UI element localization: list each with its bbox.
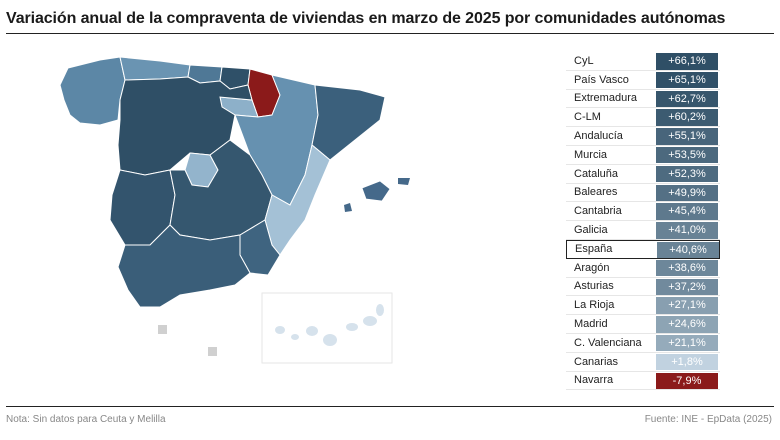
choropleth-map xyxy=(59,56,410,364)
row-value-cell: +37,2% xyxy=(656,278,718,296)
row-value-cell: +49,9% xyxy=(656,184,718,202)
row-region-label: Baleares xyxy=(574,186,618,199)
footer-divider xyxy=(6,406,774,407)
row-region-label: Madrid xyxy=(574,318,608,331)
row-region-label: CyL xyxy=(574,54,594,67)
table-row: Galicia +41,0% xyxy=(566,221,720,240)
chart-title: Variación anual de la compraventa de viv… xyxy=(6,10,726,27)
row-value-cell: +55,1% xyxy=(656,128,718,145)
row-value-cell: +60,2% xyxy=(656,109,718,126)
table-row: Cantabria +45,4% xyxy=(566,202,720,222)
row-region-label: Canarias xyxy=(574,355,619,368)
canarias-inset-frame xyxy=(261,292,393,364)
table-row: Cataluña +52,3% xyxy=(566,165,720,184)
row-region-label: Cataluña xyxy=(574,167,619,180)
row-region-label: País Vasco xyxy=(574,73,629,86)
region-cataluna xyxy=(311,84,386,161)
row-value-cell: +21,1% xyxy=(656,334,718,352)
table-row: Canarias +1,8% xyxy=(566,353,720,372)
table-row: C-LM +60,2% xyxy=(566,108,720,128)
table-row: CyL +66,1% xyxy=(566,52,720,71)
row-region-label: Aragón xyxy=(574,261,610,274)
region-melilla xyxy=(208,347,217,356)
region-andalucia xyxy=(117,224,251,308)
row-value-cell: +45,4% xyxy=(656,203,718,220)
table-row: Extremadura +62,7% xyxy=(566,90,720,109)
ranking-table: CyL +66,1% País Vasco +65,1% Extremadura +62,… xyxy=(566,52,720,391)
region-baleares-ibiza xyxy=(344,203,352,212)
row-value-cell: +41,0% xyxy=(656,222,718,239)
region-baleares-menorca xyxy=(398,178,410,185)
region-asturias xyxy=(119,56,191,81)
table-row-spain: España +40,6% xyxy=(566,239,720,259)
row-value-cell: +1,8% xyxy=(656,353,718,371)
row-region-label: C. Valenciana xyxy=(574,336,642,349)
title-divider xyxy=(6,33,774,34)
row-region-label: España xyxy=(575,243,613,256)
row-region-label: Asturias xyxy=(574,280,614,293)
source-credit: Fuente: INE - EpData (2025) xyxy=(644,414,772,425)
table-row: Murcia +53,5% xyxy=(566,146,720,165)
row-value-cell: +38,6% xyxy=(656,259,718,277)
region-c-valenciana xyxy=(264,144,331,256)
row-value-cell: +66,1% xyxy=(656,53,718,70)
row-region-label: Navarra xyxy=(574,374,614,387)
table-row: Aragón +38,6% xyxy=(566,259,720,278)
row-value-cell: +40,6% xyxy=(657,241,719,259)
row-value-cell: +24,6% xyxy=(656,316,718,333)
table-row: Andalucía +55,1% xyxy=(566,127,720,146)
row-value-cell: +53,5% xyxy=(656,146,718,164)
region-galicia xyxy=(59,56,126,126)
row-region-label: Galicia xyxy=(574,224,608,237)
table-row: C. Valenciana +21,1% xyxy=(566,334,720,353)
row-value-cell: +27,1% xyxy=(656,297,718,314)
region-ceuta xyxy=(158,325,167,334)
row-region-label: Extremadura xyxy=(574,92,637,105)
region-canarias xyxy=(275,304,384,346)
row-value-cell: +62,7% xyxy=(656,90,718,108)
table-row: Asturias +37,2% xyxy=(566,278,720,297)
table-row: Navarra -7,9% xyxy=(566,372,720,391)
row-region-label: Andalucía xyxy=(574,130,623,143)
footnote: Nota: Sin datos para Ceuta y Melilla xyxy=(6,414,166,425)
row-region-label: La Rioja xyxy=(574,299,615,312)
row-value-cell: -7,9% xyxy=(656,372,718,390)
table-row: Baleares +49,9% xyxy=(566,184,720,203)
row-value-cell: +52,3% xyxy=(656,165,718,183)
region-baleares xyxy=(361,180,391,202)
table-row: País Vasco +65,1% xyxy=(566,71,720,90)
table-row: Madrid +24,6% xyxy=(566,315,720,334)
row-region-label: Cantabria xyxy=(574,205,622,218)
row-region-label: Murcia xyxy=(574,148,608,161)
table-row: La Rioja +27,1% xyxy=(566,296,720,316)
row-value-cell: +65,1% xyxy=(656,71,718,89)
row-region-label: C-LM xyxy=(574,111,601,124)
